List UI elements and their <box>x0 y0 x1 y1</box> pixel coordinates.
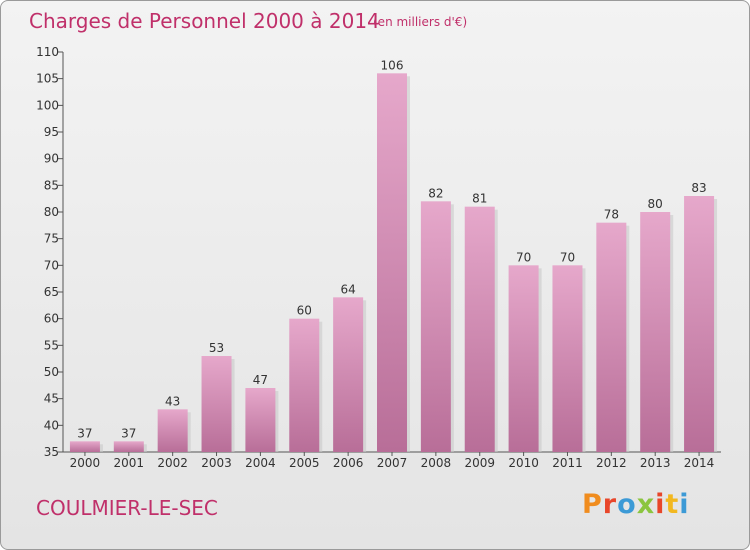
y-tick-label: 85 <box>44 178 59 192</box>
y-tick-label: 45 <box>44 392 59 406</box>
x-tick-label: 2004 <box>245 456 276 470</box>
bar-2014 <box>684 196 715 452</box>
x-tick-label: 2009 <box>464 456 495 470</box>
y-tick-label: 55 <box>44 338 59 352</box>
bar-2003 <box>201 356 232 452</box>
x-tick-label: 2006 <box>333 456 364 470</box>
bar-2005 <box>289 318 320 452</box>
proxiti-logo: Proxiti <box>582 489 690 520</box>
bar-2000 <box>69 441 100 452</box>
y-tick-label: 100 <box>36 98 59 112</box>
data-label: 80 <box>648 197 663 211</box>
x-tick-label: 2013 <box>640 456 671 470</box>
y-tick-label: 110 <box>36 45 59 59</box>
data-label: 83 <box>691 181 706 195</box>
data-label: 70 <box>516 250 531 264</box>
data-label: 37 <box>77 426 92 440</box>
x-tick-label: 2003 <box>201 456 232 470</box>
logo-letter: t <box>665 489 680 520</box>
bar-2001 <box>113 441 144 452</box>
x-tick-label: 2011 <box>552 456 583 470</box>
x-tick-label: 2005 <box>289 456 320 470</box>
y-tick-label: 105 <box>36 72 59 86</box>
chart-axes: 35 40 45 50 55 60 65 70 75 80 85 90 95 100 105 110 2000 2… <box>36 45 721 470</box>
bar-2006 <box>333 297 364 452</box>
logo-letter: i <box>679 489 690 520</box>
x-tick-label: 2007 <box>377 456 408 470</box>
chart-bars <box>69 73 718 452</box>
chart-title: Charges de Personnel 2000 à 2014 <box>29 9 380 33</box>
data-label: 60 <box>297 304 312 318</box>
logo-letter: x <box>636 489 656 520</box>
data-label: 78 <box>604 208 619 222</box>
bar-2002 <box>157 409 188 452</box>
y-tick-label: 70 <box>44 258 59 272</box>
data-label: 82 <box>428 186 443 200</box>
bar-2011 <box>552 265 583 452</box>
bar-2010 <box>508 265 539 452</box>
data-label: 81 <box>472 192 487 206</box>
x-tick-label: 2012 <box>596 456 627 470</box>
commune-name: COULMIER-LE-SEC <box>36 496 218 520</box>
chart-subtitle: (en milliers d'€) <box>373 15 468 29</box>
y-tick-label: 95 <box>44 125 59 139</box>
logo-letter: o <box>617 489 637 520</box>
data-label: 43 <box>165 394 180 408</box>
data-label: 106 <box>381 58 404 72</box>
x-tick-label: 2014 <box>684 456 715 470</box>
logo-letter: r <box>602 489 618 520</box>
bar-2007 <box>377 73 407 452</box>
bar-2004 <box>245 388 276 452</box>
x-tick-label: 2010 <box>508 456 539 470</box>
bar-2013 <box>640 212 671 452</box>
y-tick-label: 65 <box>44 285 59 299</box>
logo-letter: i <box>655 489 666 520</box>
y-tick-label: 75 <box>44 232 59 246</box>
bar-2012 <box>596 222 627 452</box>
data-label: 70 <box>560 250 575 264</box>
x-tick-label: 2001 <box>114 456 145 470</box>
x-tick-label: 2002 <box>157 456 188 470</box>
data-label: 47 <box>253 373 268 387</box>
y-tick-label: 80 <box>44 205 59 219</box>
logo-letter: P <box>582 489 603 520</box>
chart-labels: 37 37 43 53 47 60 64 106 82 81 70 70 78 80 83 <box>77 58 706 440</box>
y-tick-label: 35 <box>44 445 59 459</box>
data-label: 37 <box>121 426 136 440</box>
data-label: 53 <box>209 341 224 355</box>
y-tick-label: 50 <box>44 365 59 379</box>
x-tick-label: 2000 <box>70 456 101 470</box>
y-tick-label: 60 <box>44 312 59 326</box>
bar-2009 <box>464 206 495 452</box>
x-tick-label: 2008 <box>421 456 452 470</box>
y-tick-label: 40 <box>44 418 59 432</box>
data-label: 64 <box>340 282 355 296</box>
y-tick-label: 90 <box>44 152 59 166</box>
bar-2008 <box>420 201 451 452</box>
